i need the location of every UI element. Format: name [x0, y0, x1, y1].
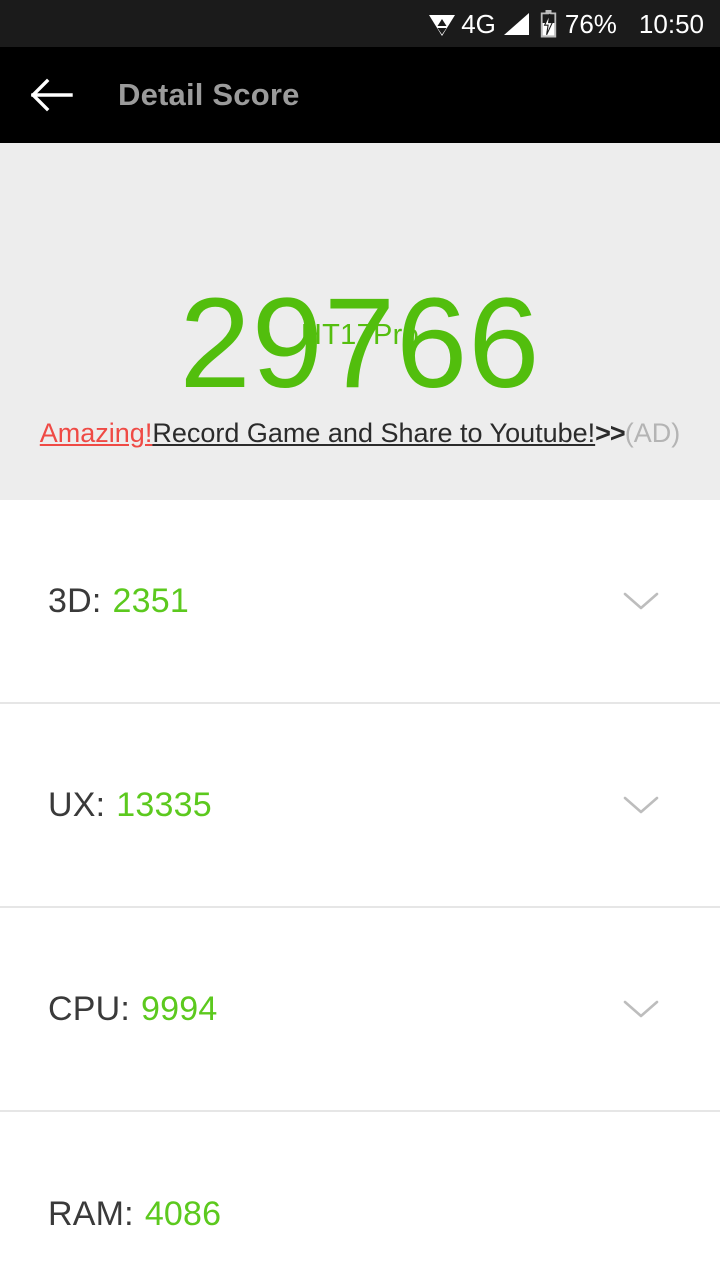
page-title: Detail Score	[118, 77, 300, 112]
app-bar: Detail Score	[0, 47, 720, 143]
wifi-cone-icon	[428, 11, 461, 37]
detail-row-cpu[interactable]: CPU: 9994	[0, 908, 720, 1112]
expand-button[interactable]	[622, 794, 672, 816]
signal-bars-icon	[496, 12, 540, 36]
expand-button[interactable]	[622, 590, 672, 612]
detail-row-3d[interactable]: 3D: 2351	[0, 500, 720, 704]
chevron-down-icon	[623, 1000, 659, 1018]
ad-message-text: Record Game and Share to Youtube!	[152, 418, 596, 448]
ad-highlight-text: Amazing!	[39, 418, 153, 448]
row-label: 3D:	[48, 581, 102, 620]
detail-row-ux[interactable]: UX: 13335	[0, 704, 720, 908]
row-value: 9994	[141, 989, 218, 1028]
row-value: 2351	[112, 581, 189, 620]
clock-label: 10:50	[638, 8, 704, 39]
row-label: CPU:	[48, 989, 131, 1028]
row-value: 13335	[116, 785, 212, 824]
row-label: UX:	[48, 785, 106, 824]
device-name-label: HT17Pro	[300, 319, 420, 351]
ad-banner[interactable]: Amazing!Record Game and Share to Youtube…	[0, 418, 720, 449]
back-button[interactable]	[16, 47, 88, 143]
expand-button[interactable]	[622, 998, 672, 1020]
status-bar-icons: 4G 76% 10:50	[428, 8, 704, 39]
detail-row-ram[interactable]: RAM: 4086	[0, 1112, 720, 1280]
battery-charging-icon	[540, 9, 565, 38]
score-summary-panel: HT17Pro 29766 Amazing!Record Game and Sh…	[0, 143, 720, 500]
row-label: RAM:	[48, 1194, 134, 1233]
detail-score-list: 3D: 2351 UX: 13335 CPU: 9994	[0, 500, 720, 1280]
status-bar: 4G 76% 10:50	[0, 0, 720, 47]
chevron-down-icon	[623, 592, 659, 610]
chevron-down-icon	[623, 796, 659, 814]
row-value: 4086	[144, 1194, 222, 1233]
network-type-label: 4G	[461, 8, 496, 39]
back-arrow-icon	[31, 78, 73, 112]
battery-percent-label: 76%	[564, 8, 617, 39]
ad-tag-label: (AD)	[624, 418, 681, 448]
ad-arrows-text: >>	[595, 418, 626, 448]
total-score-value: 29766	[179, 272, 541, 415]
